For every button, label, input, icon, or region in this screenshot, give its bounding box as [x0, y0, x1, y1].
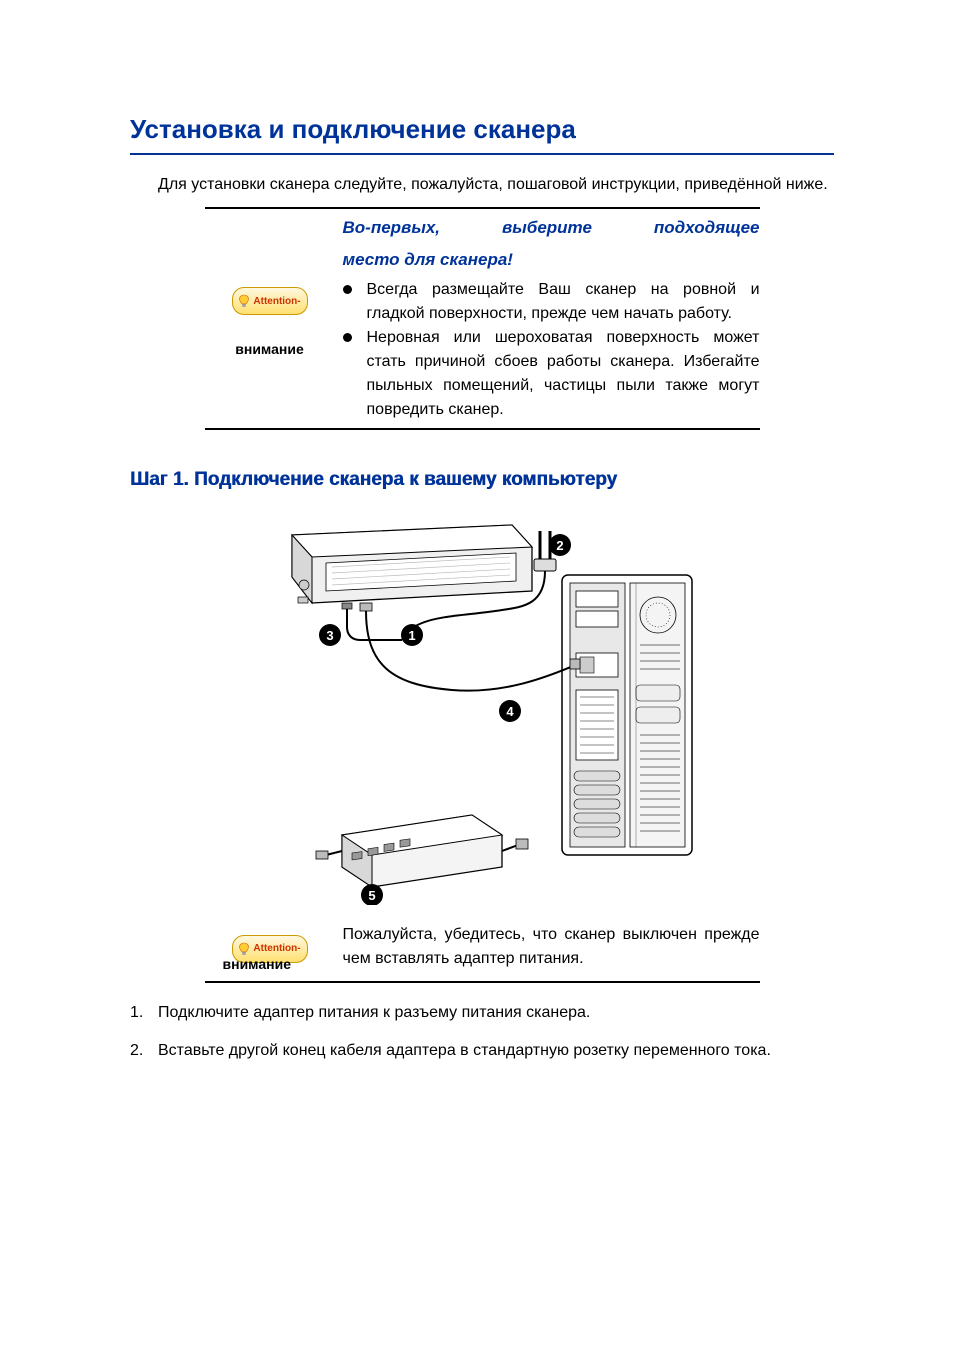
- attention-label: внимание: [205, 954, 291, 975]
- numbered-steps: Подключите адаптер питания к разъему пит…: [130, 1001, 834, 1063]
- marker-3: 3: [326, 628, 333, 643]
- callout-bullet: Всегда размещайте Ваш сканер на ровной и…: [343, 278, 760, 326]
- step-item: Вставьте другой конец кабеля адаптера в …: [130, 1039, 834, 1063]
- marker-5: 5: [368, 888, 375, 903]
- attention-callout-1: Attention- внимание Во-первых, выберите …: [205, 207, 760, 430]
- callout-bullet-list: Всегда размещайте Ваш сканер на ровной и…: [343, 278, 760, 422]
- tower-icon: [562, 575, 692, 855]
- attention-label: внимание: [235, 339, 303, 360]
- callout-bullet: Неровная или шероховатая поверхность мож…: [343, 326, 760, 422]
- section-heading: Шаг 1. Подключение сканера к вашему комп…: [130, 466, 834, 495]
- attention-badge-icon: Attention-: [232, 287, 308, 315]
- diagram-svg: 1 2 3 4 5: [252, 515, 712, 905]
- usb-cable-icon: [360, 603, 580, 691]
- callout-title-line2: место для сканера!: [343, 247, 760, 273]
- usb-hub-icon: [316, 815, 528, 887]
- page-title: Установка и подключение сканера: [130, 110, 834, 155]
- marker-1: 1: [408, 628, 415, 643]
- callout-right-column: Во-первых, выберите подходящее место для…: [335, 215, 760, 422]
- callout-title-line1: Во-первых, выберите подходящее: [343, 215, 760, 241]
- attention-callout-2: Attention- Пожалуйста, убедитесь, что ск…: [205, 917, 760, 983]
- marker-4: 4: [506, 704, 514, 719]
- callout-left-column: Attention- внимание: [205, 215, 335, 422]
- attention-badge-text: Attention-: [253, 294, 300, 309]
- scanner-icon: [292, 525, 532, 603]
- intro-paragraph: Для установки сканера следуйте, пожалуйс…: [130, 173, 834, 197]
- callout2-text: Пожалуйста, убедитесь, что сканер выключ…: [335, 923, 760, 971]
- document-page: Установка и подключение сканера Для уста…: [0, 0, 954, 1157]
- lightbulb-icon: [238, 294, 250, 308]
- marker-2: 2: [556, 538, 563, 553]
- connection-diagram: 1 2 3 4 5: [252, 515, 712, 913]
- step-item: Подключите адаптер питания к разъему пит…: [130, 1001, 834, 1025]
